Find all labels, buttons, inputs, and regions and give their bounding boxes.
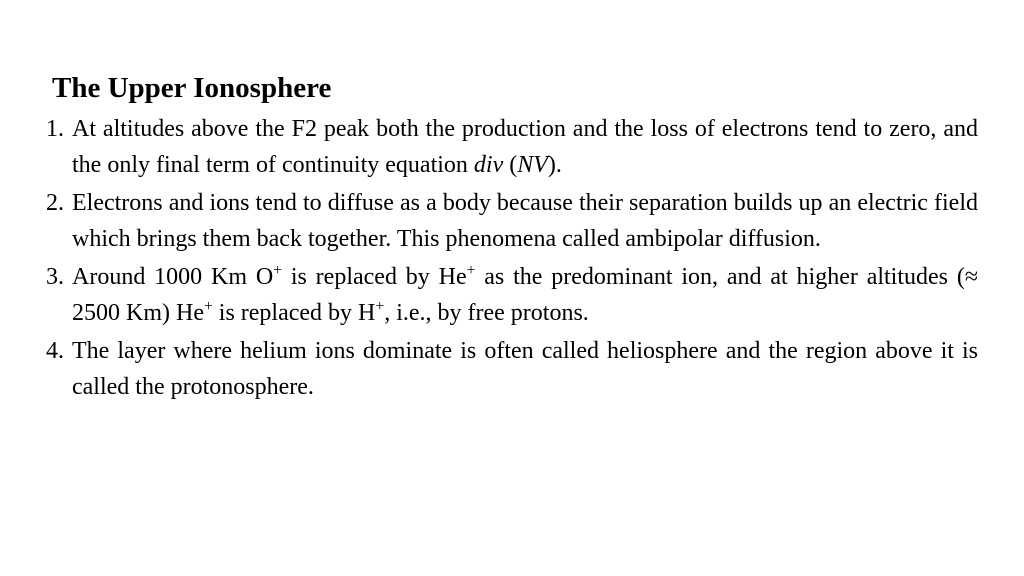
list-item: At altitudes above the F2 peak both the … [46, 111, 978, 183]
page-title: The Upper Ionosphere [46, 72, 978, 105]
list-item: The layer where helium ions dominate is … [46, 333, 978, 405]
list-item: Electrons and ions tend to diffuse as a … [46, 185, 978, 257]
list-item: Around 1000 Km O+ is replaced by He+ as … [46, 259, 978, 331]
slide-page: The Upper Ionosphere At altitudes above … [0, 0, 1024, 405]
numbered-list: At altitudes above the F2 peak both the … [46, 111, 978, 405]
